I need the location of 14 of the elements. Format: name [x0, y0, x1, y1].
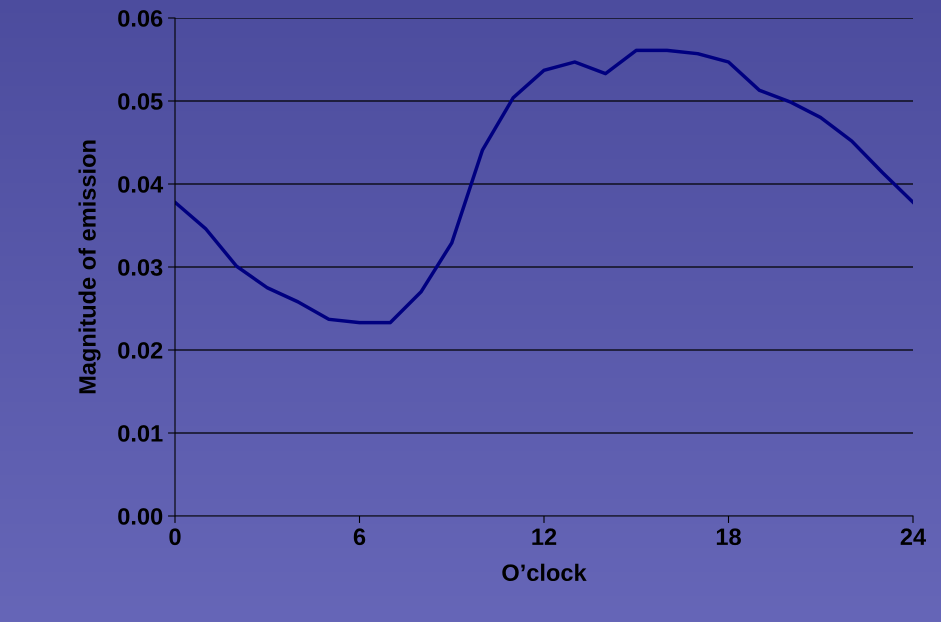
y-tick-label: 0.02 [118, 342, 162, 359]
y-axis-title: Magnitude of emission [78, 140, 101, 394]
y-tick-label: 0.01 [118, 425, 163, 442]
x-tick-label: 6 [354, 528, 366, 546]
x-tick-label: 18 [716, 528, 741, 546]
y-tick-label: 0.00 [118, 508, 162, 525]
y-tick-label: 0.05 [118, 93, 163, 110]
x-tick-label: 0 [169, 528, 181, 546]
y-tick-label: 0.04 [118, 176, 164, 193]
y-tick-label: 0.06 [118, 10, 162, 27]
x-tick-label: 12 [532, 528, 556, 545]
x-tick-label: 24 [900, 528, 926, 545]
y-tick-label: 0.03 [118, 259, 162, 276]
x-axis-title: O’clock [502, 564, 587, 582]
